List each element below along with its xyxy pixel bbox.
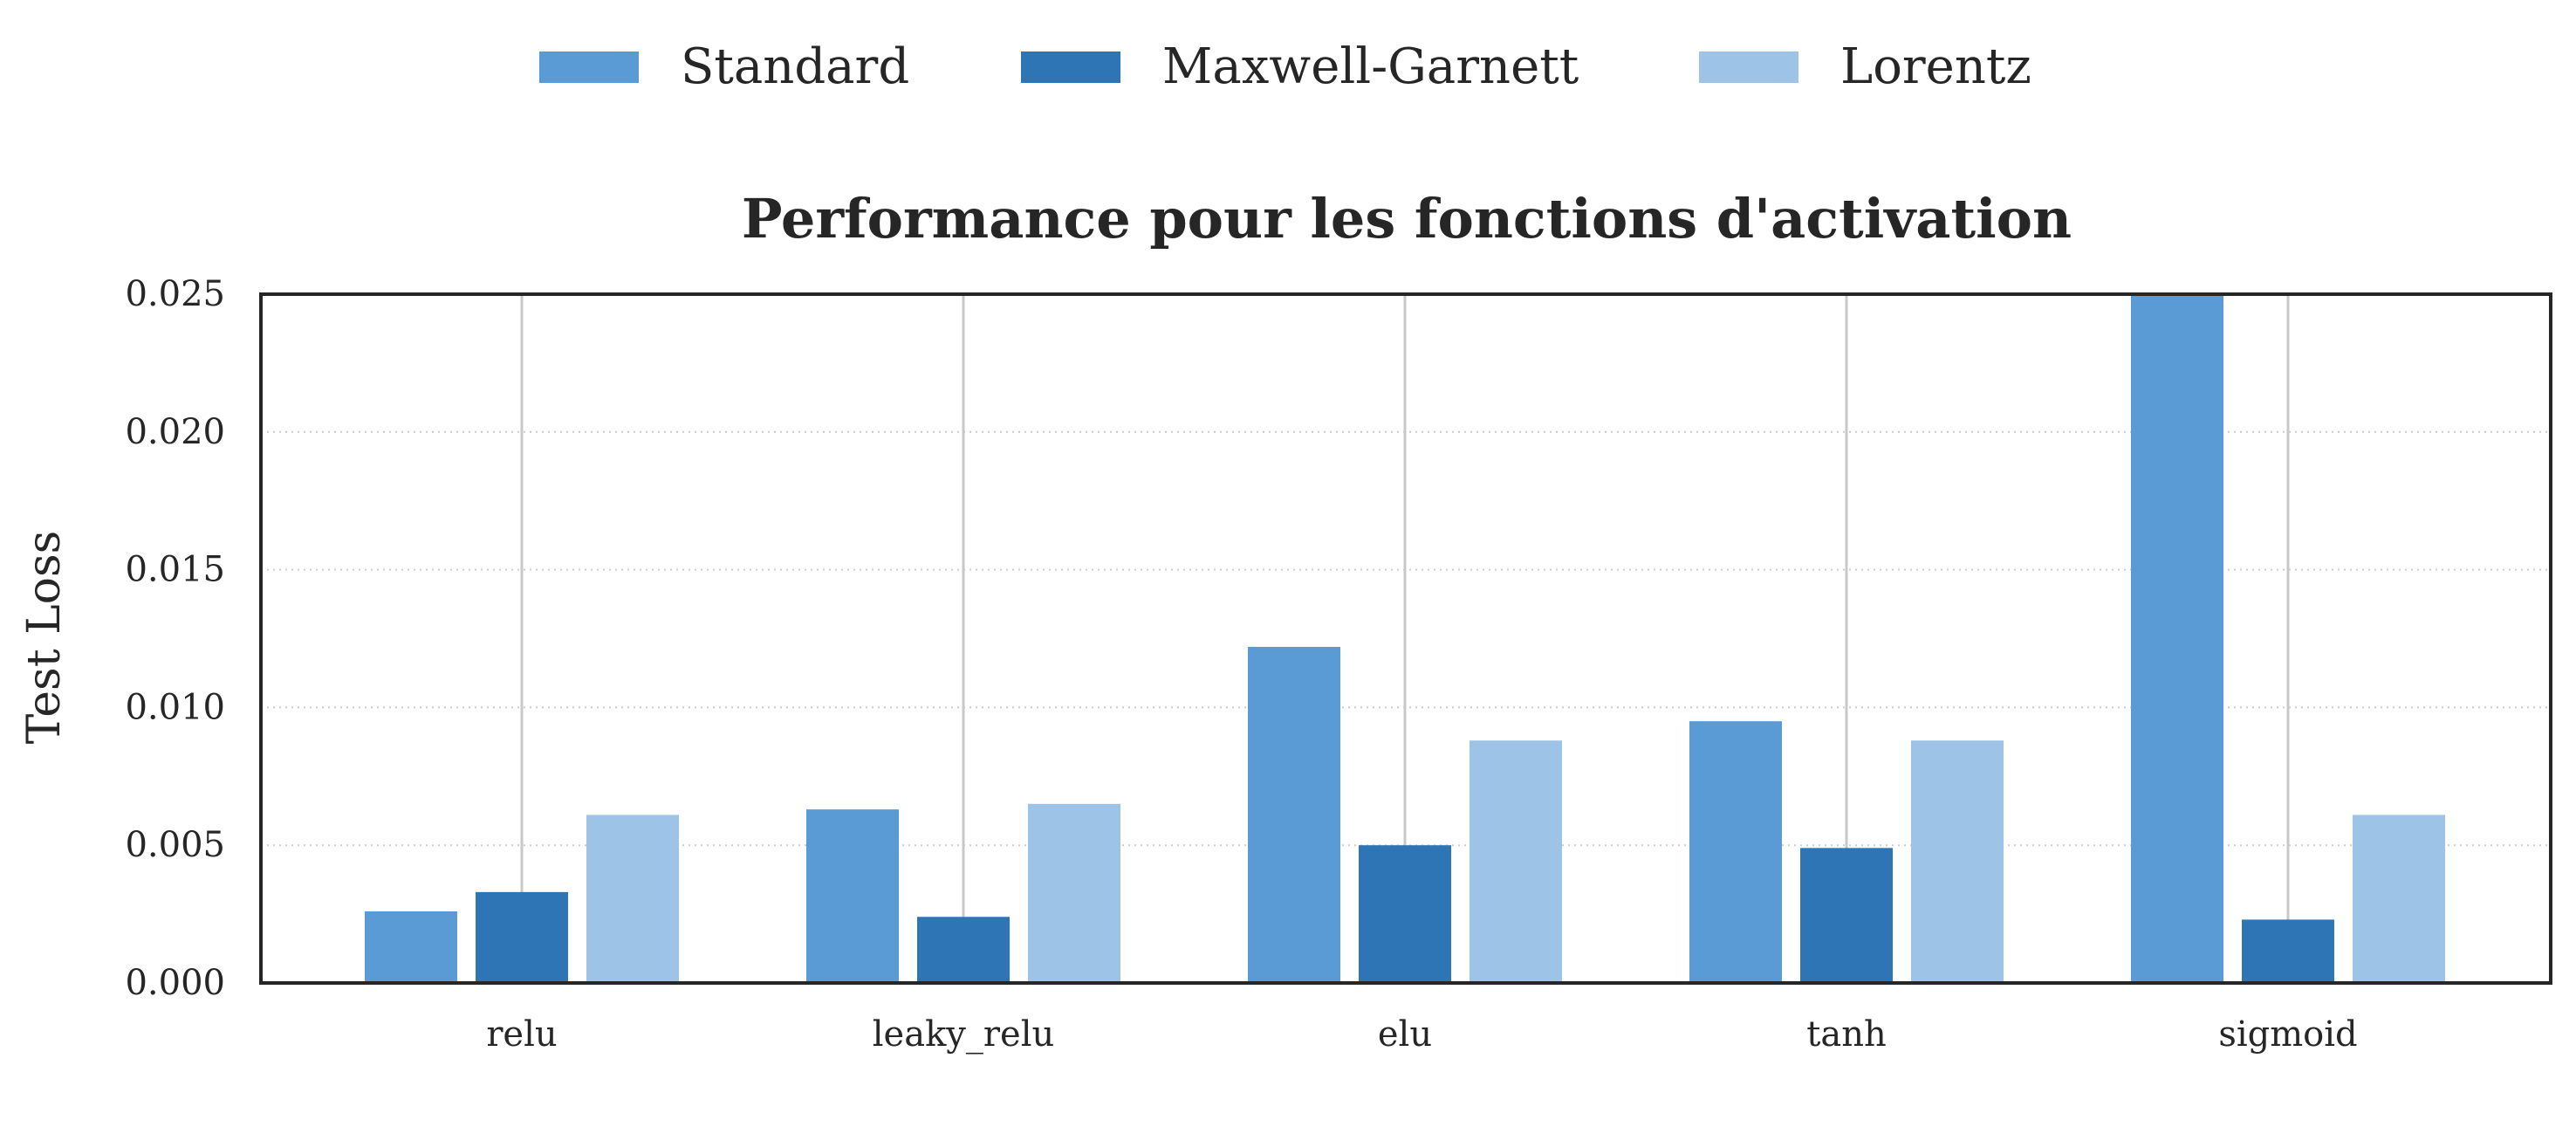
bar	[1359, 845, 1451, 983]
y-tick-label: 0.000	[125, 963, 225, 1003]
plot-frame	[259, 292, 2552, 985]
x-tick-label: leaky_relu	[873, 1014, 1055, 1055]
legend-item: Lorentz	[1699, 38, 2031, 95]
y-axis-label: Test Loss	[18, 531, 71, 745]
legend-item: Maxwell-Garnett	[1021, 38, 1579, 95]
chart-title: Performance pour les fonctions d'activat…	[742, 187, 2072, 251]
bar	[1689, 721, 1782, 983]
legend-swatch	[1699, 52, 1798, 83]
bar	[2353, 814, 2445, 983]
y-tick-label: 0.010	[125, 687, 225, 727]
bar	[476, 891, 568, 983]
bar	[586, 814, 679, 983]
legend-label: Maxwell-Garnett	[1162, 38, 1579, 95]
x-tick-label: relu	[486, 1014, 557, 1055]
legend-item: Standard	[539, 38, 909, 95]
bar	[1470, 740, 1562, 983]
bar	[365, 911, 457, 983]
legend: Standard Maxwell-Garnett Lorentz	[539, 38, 2031, 95]
bar	[1248, 646, 1340, 983]
bars	[365, 294, 2445, 983]
bar	[1028, 803, 1120, 983]
y-tick-label: 0.020	[125, 412, 225, 452]
y-tick-label: 0.005	[125, 825, 225, 865]
x-axis-ticks: relu leaky_relu elu tanh sigmoid	[486, 1014, 2357, 1055]
bar	[1800, 848, 1893, 983]
y-axis-ticks: 0.000 0.005 0.010 0.015 0.020 0.025	[125, 274, 225, 1003]
y-tick-label: 0.015	[125, 550, 225, 590]
legend-swatch	[1021, 52, 1120, 83]
bar	[2242, 919, 2334, 983]
x-tick-label: elu	[1378, 1014, 1432, 1055]
legend-swatch	[539, 52, 639, 83]
x-tick-label: sigmoid	[2218, 1014, 2357, 1055]
bar	[2131, 294, 2223, 983]
legend-label: Standard	[681, 38, 909, 95]
y-tick-label: 0.025	[125, 274, 225, 314]
bar	[1911, 740, 2004, 983]
legend-label: Lorentz	[1840, 38, 2031, 95]
bar	[806, 809, 899, 983]
bar	[917, 917, 1010, 983]
x-tick-label: tanh	[1806, 1014, 1886, 1055]
